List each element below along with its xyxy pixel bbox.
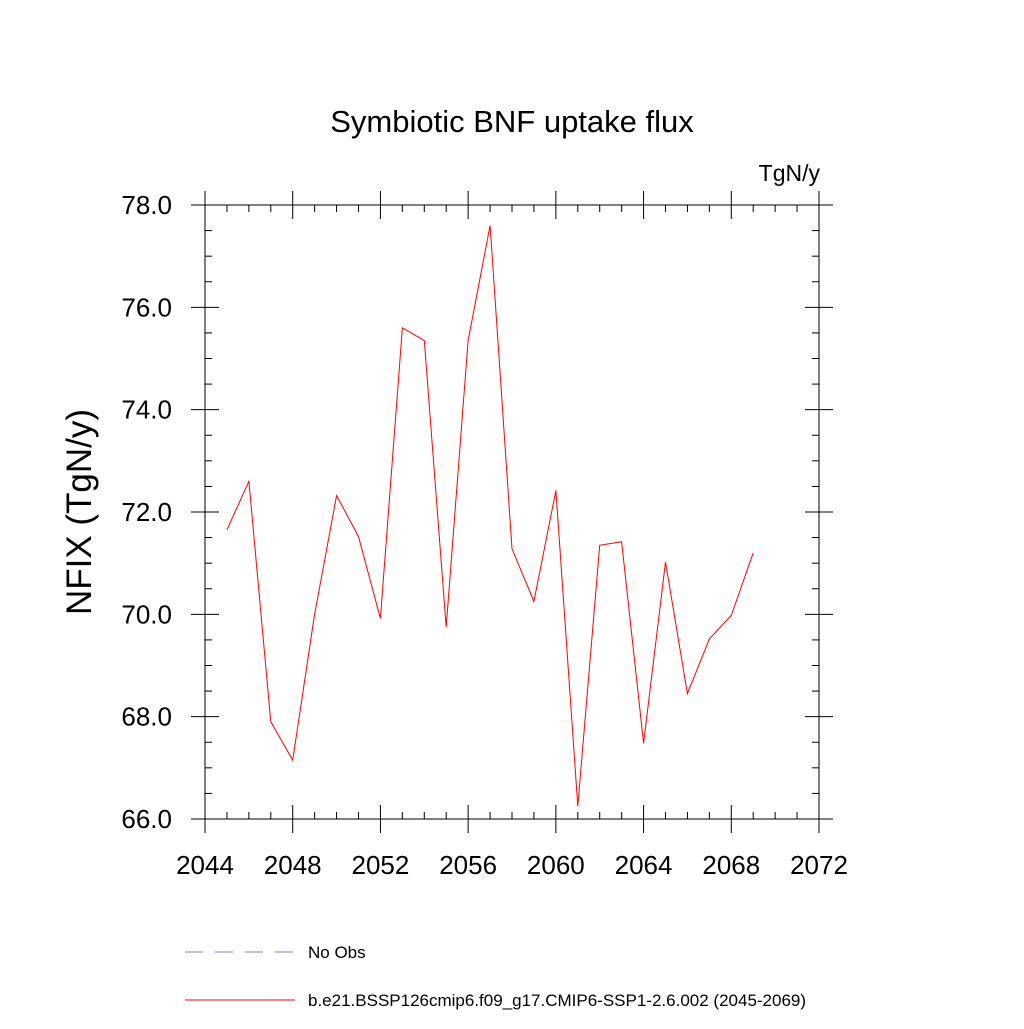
y-tick-label: 74.0 [121,395,172,425]
series-group [226,225,754,807]
y-tick-label: 72.0 [121,497,172,527]
units-label: TgN/y [759,160,821,186]
x-tick-label: 2048 [264,850,322,880]
y-tick-label: 68.0 [121,702,172,732]
tick-labels: 2044 2048 2052 2056 2060 2064 2068 2072 66.0 68.0… [121,190,848,880]
plot-frame [204,204,820,820]
y-tick-label: 70.0 [121,599,172,629]
x-tick-label: 2052 [352,850,410,880]
y-tick-label: 66.0 [121,804,172,834]
legend-label-1: No Obs [308,943,366,962]
legend-label-2: b.e21.BSSP126cmip6.f09_g17.CMIP6-SSP1-2.… [308,991,806,1010]
x-tick-label: 2044 [176,850,234,880]
chart-title: Symbiotic BNF uptake flux [330,104,694,139]
axis-ticks [191,191,833,833]
x-tick-label: 2060 [527,850,585,880]
y-axis-label: NFIX (TgN/y) [60,409,99,615]
series-line [226,225,754,807]
y-tick-label: 78.0 [121,190,172,220]
x-tick-label: 2072 [790,850,848,880]
x-tick-label: 2064 [615,850,673,880]
x-tick-label: 2068 [702,850,760,880]
y-tick-label: 76.0 [121,292,172,322]
legend: No Obs b.e21.BSSP126cmip6.f09_g17.CMIP6-S… [185,943,806,1010]
x-tick-label: 2056 [439,850,497,880]
